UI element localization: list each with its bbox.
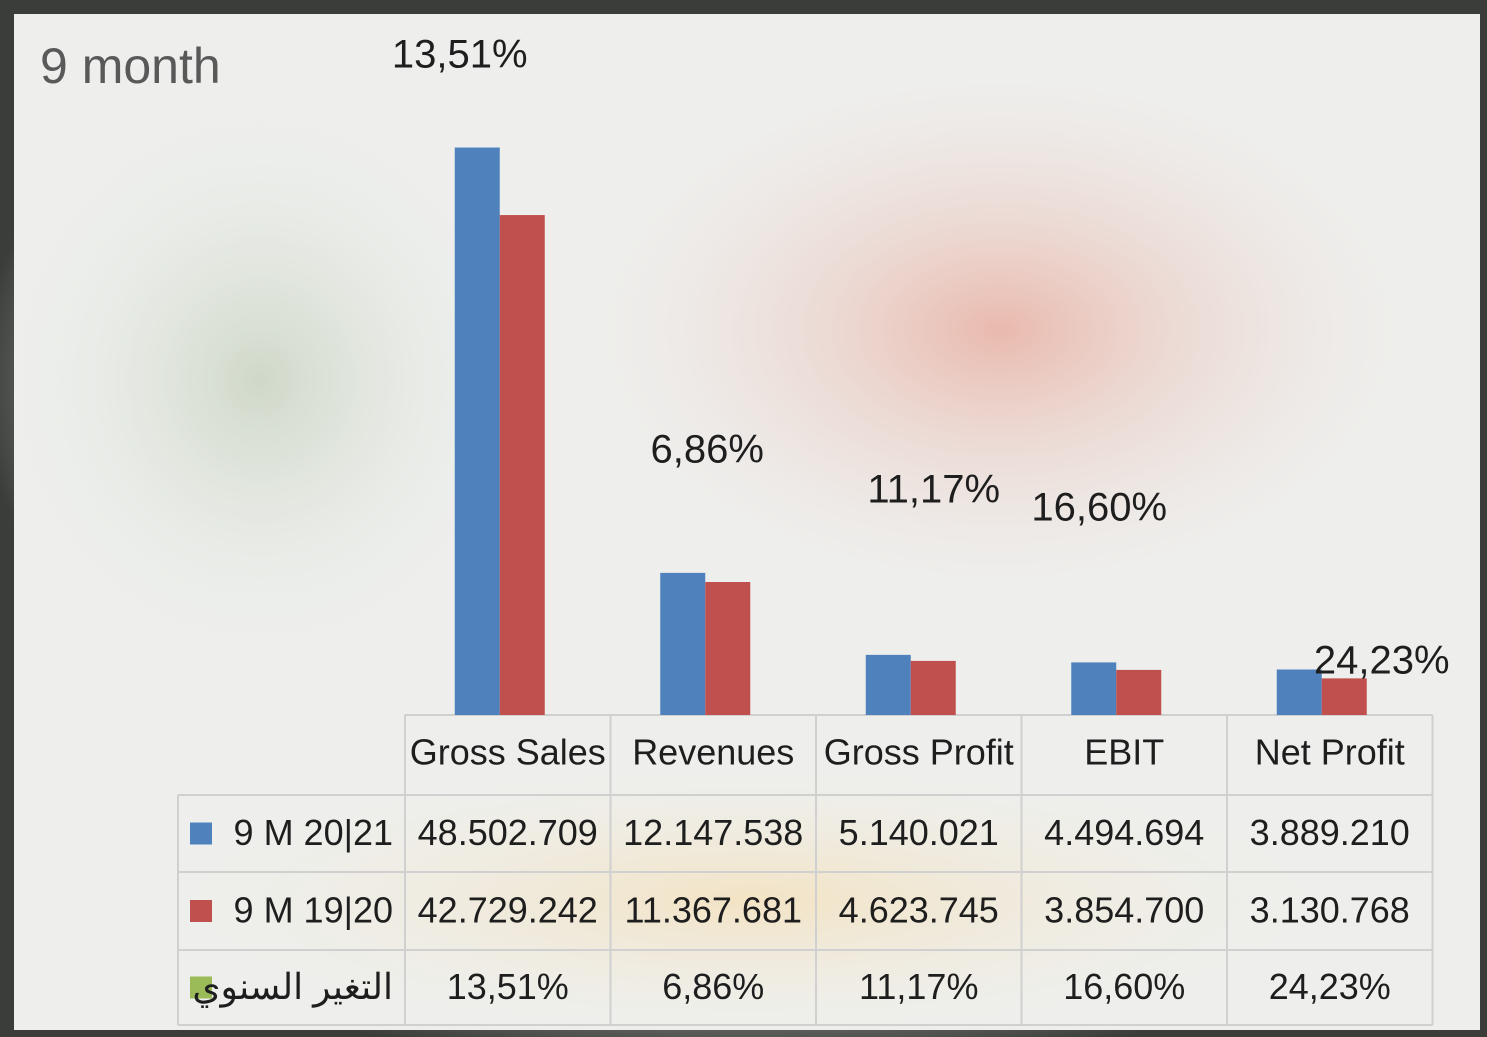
data-label: 11,17% <box>867 468 1000 512</box>
data-label: 6,86% <box>651 428 764 472</box>
table-cell: 3.889.210 <box>1250 812 1410 853</box>
bar <box>1276 669 1322 715</box>
x-tick-label: Revenues <box>632 732 794 773</box>
table-cell: 42.729.242 <box>418 890 598 931</box>
background-blur <box>50 740 1450 1037</box>
table-cell: 12.147.538 <box>623 812 803 853</box>
bar <box>660 572 706 715</box>
bar <box>705 581 751 715</box>
bar <box>910 660 956 715</box>
background-blur <box>0 80 540 680</box>
bar <box>865 654 911 715</box>
legend-label: التغير السنوي <box>192 966 393 1008</box>
table-cell: 11.367.681 <box>624 890 802 931</box>
legend-label: 9 M 20|21 <box>234 812 393 853</box>
table-cell: 3.854.700 <box>1044 890 1204 931</box>
table-cell: 4.494.694 <box>1044 812 1204 853</box>
x-tick-label: Net Profit <box>1255 732 1405 773</box>
table-cell: 3.130.768 <box>1250 890 1410 931</box>
bar <box>1116 669 1162 715</box>
x-tick-label: Gross Sales <box>410 732 606 773</box>
data-label: 24,23% <box>1314 639 1450 683</box>
table-cell: 4.623.745 <box>839 890 999 931</box>
table-cell: 24,23% <box>1269 966 1391 1007</box>
table-cell: 5.140.021 <box>839 812 999 853</box>
legend-swatch <box>190 976 212 999</box>
legend-label: 9 M 19|20 <box>234 890 393 931</box>
data-label: 16,60% <box>1031 486 1167 530</box>
bar <box>499 215 545 715</box>
data-label: 13,51% <box>392 33 528 77</box>
table-cell: 6,86% <box>662 966 764 1007</box>
table-cell: 13,51% <box>447 966 569 1007</box>
legend-swatch <box>190 822 212 845</box>
bar <box>1321 678 1367 715</box>
bar <box>1071 662 1117 715</box>
table-cell: 11,17% <box>859 966 978 1007</box>
chart-title: 9 month <box>40 38 221 94</box>
x-tick-label: EBIT <box>1084 732 1164 773</box>
bar <box>454 147 500 715</box>
x-tick-label: Gross Profit <box>824 732 1014 773</box>
table-cell: 16,60% <box>1063 966 1185 1007</box>
background-blur <box>530 30 1470 630</box>
table-cell: 48.502.709 <box>418 812 598 853</box>
legend-swatch <box>190 900 212 922</box>
